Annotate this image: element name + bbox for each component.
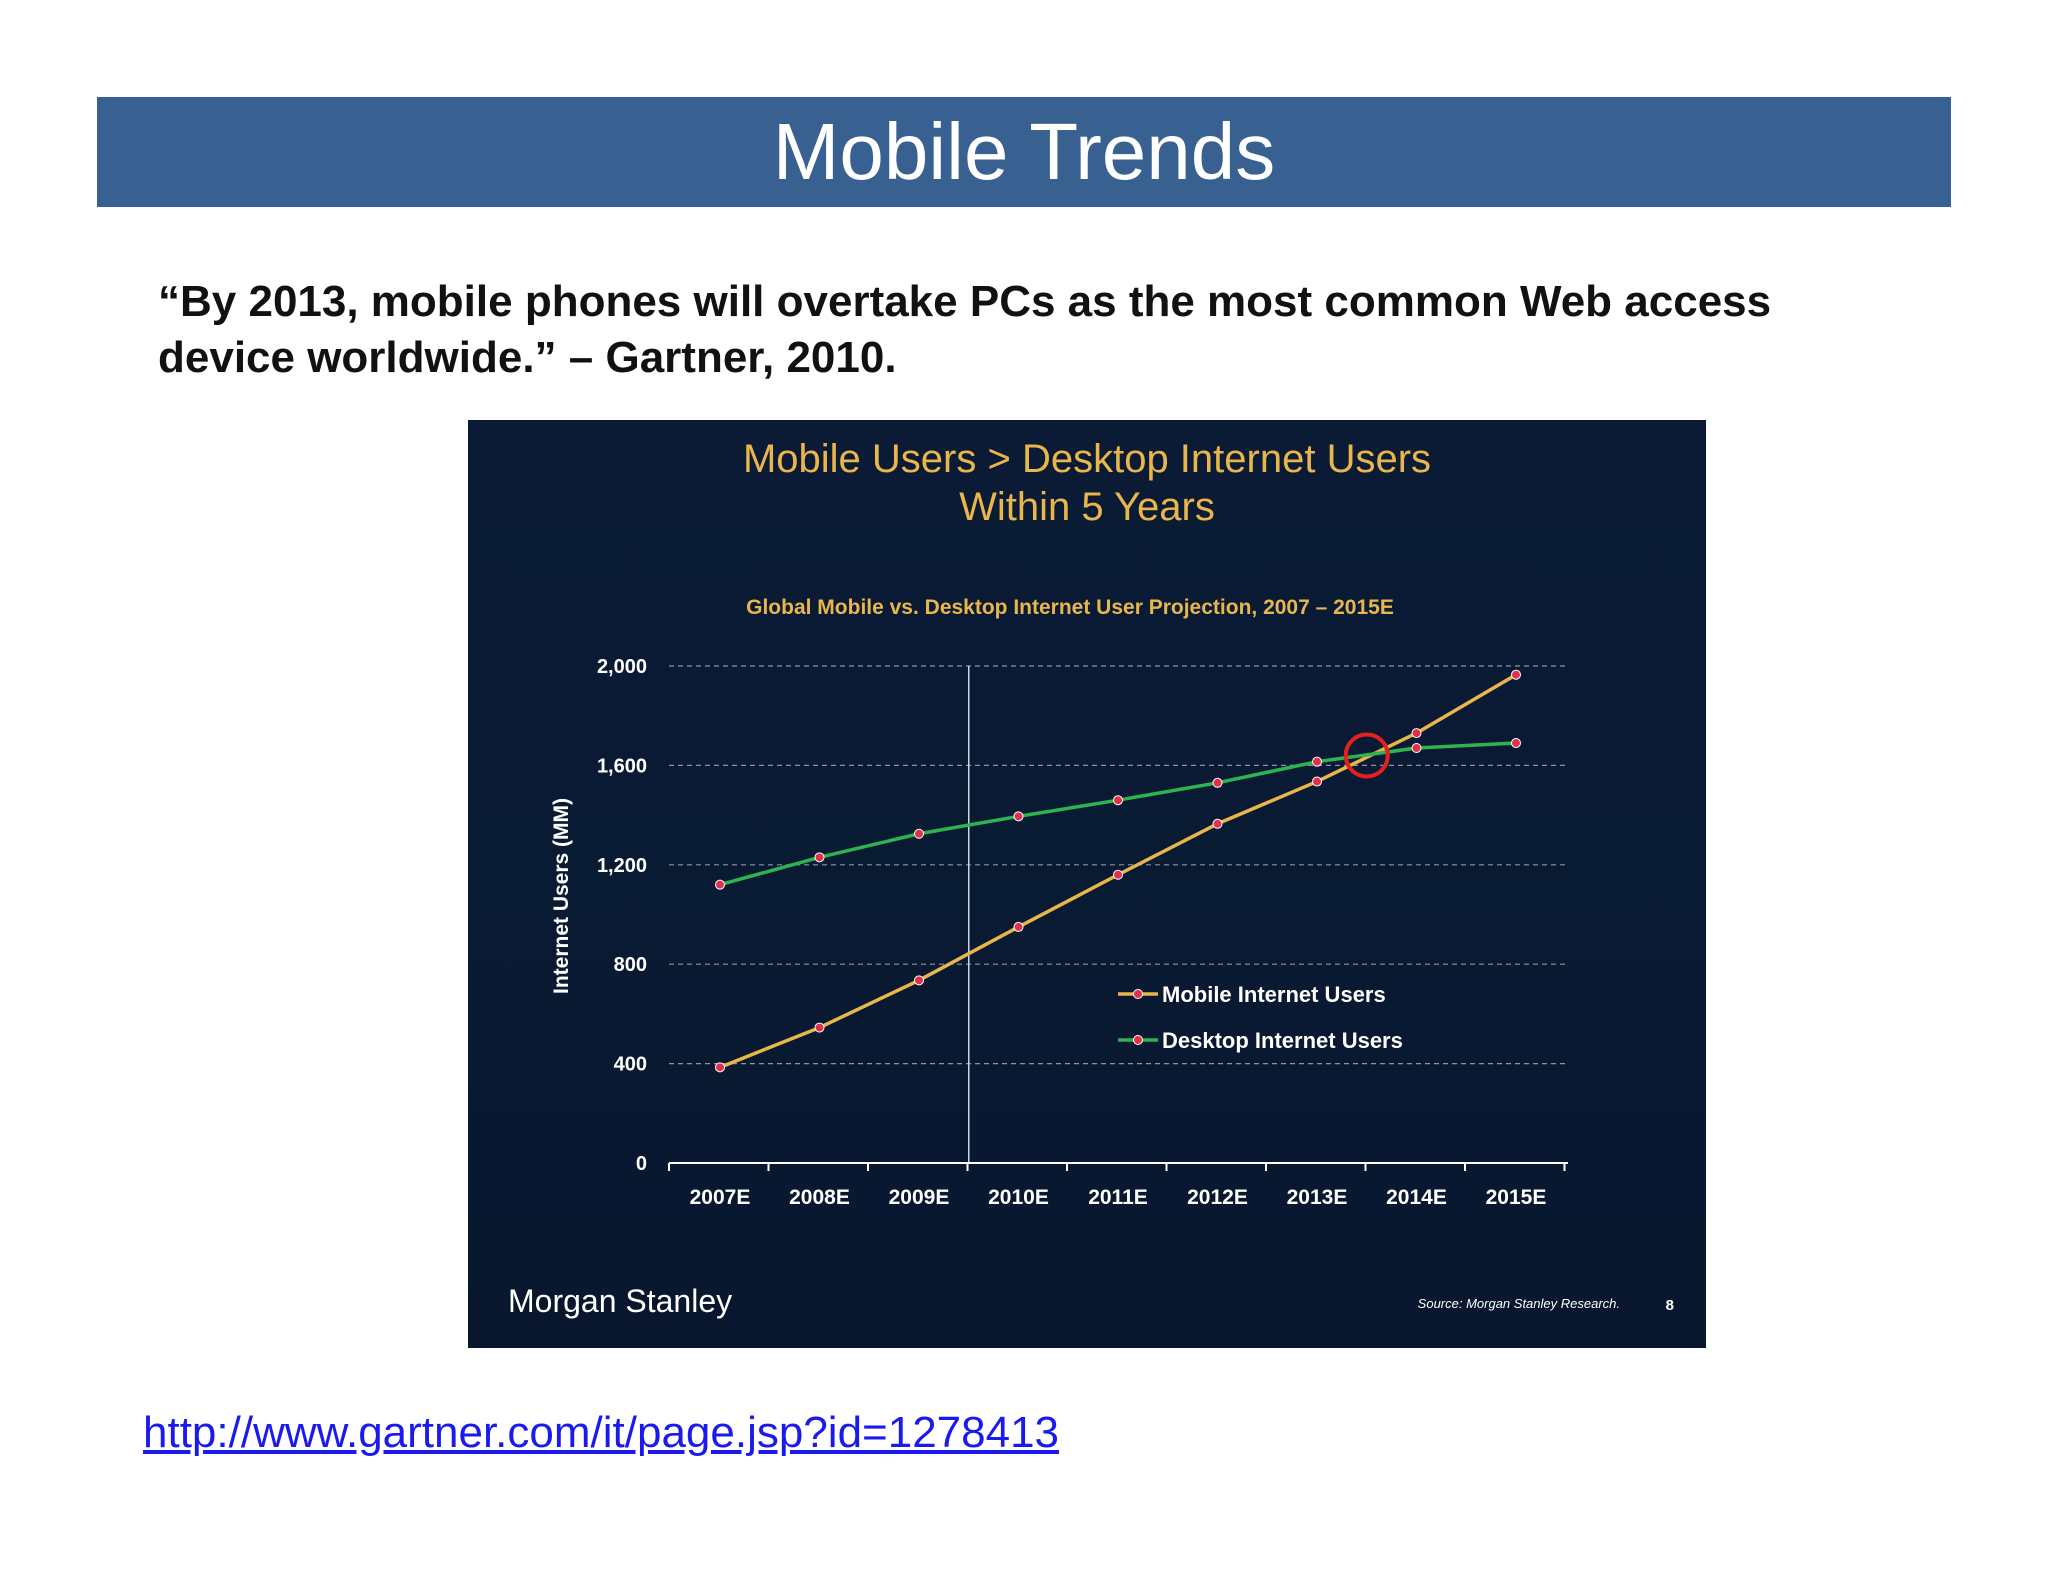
- desktop-users-point: [814, 852, 825, 863]
- gartner-link[interactable]: http://www.gartner.com/it/page.jsp?id=12…: [143, 1408, 1060, 1457]
- y-tick-label: 1,200: [597, 855, 647, 877]
- mobile-users-point: [1113, 869, 1123, 880]
- y-tick-label: 400: [614, 1054, 647, 1076]
- x-tick-label: 2008E: [789, 1186, 850, 1209]
- line-chart: Mobile Users > Desktop Internet Users Wi…: [508, 437, 1674, 1319]
- brand-logo: Morgan Stanley: [508, 1283, 732, 1319]
- mobile-users-point: [814, 1022, 825, 1033]
- y-tick-label: 1,600: [597, 755, 647, 777]
- legend-swatch-marker: [1133, 989, 1143, 999]
- y-tick-label: 2,000: [597, 656, 647, 678]
- mobile-users-point: [1212, 818, 1223, 829]
- desktop-users-point: [1113, 795, 1123, 806]
- legend-swatch-marker: [1133, 1035, 1143, 1045]
- legend-label: Desktop Internet Users: [1162, 1028, 1403, 1053]
- x-tick-label: 2012E: [1187, 1186, 1248, 1209]
- title-bar: Mobile Trends: [97, 97, 1951, 207]
- y-tick-label: 0: [636, 1153, 647, 1175]
- x-tick-label: 2015E: [1486, 1186, 1547, 1209]
- source-note: Source: Morgan Stanley Research.: [1418, 1296, 1620, 1311]
- desktop-users-point: [1212, 777, 1223, 788]
- y-tick-label: 800: [614, 954, 647, 976]
- x-tick-label: 2009E: [889, 1186, 950, 1209]
- x-tick-label: 2014E: [1386, 1186, 1447, 1209]
- x-tick-label: 2011E: [1088, 1186, 1148, 1209]
- desktop-users-line: [719, 741, 1517, 887]
- chart-title: Global Mobile vs. Desktop Internet User …: [746, 596, 1394, 619]
- gartner-quote: “By 2013, mobile phones will overtake PC…: [158, 277, 1772, 382]
- desktop-users-point: [1013, 811, 1024, 822]
- slide-title: Mobile Trends: [772, 107, 1276, 196]
- desktop-users-point: [715, 879, 725, 890]
- desktop-users-point: [914, 828, 924, 839]
- mobile-users-point: [914, 975, 924, 986]
- mobile-users-point: [1013, 921, 1024, 932]
- chart-heading-line2: Within 5 Years: [959, 485, 1215, 529]
- chart-panel: Mobile Users > Desktop Internet Users Wi…: [468, 420, 1706, 1348]
- y-axis-label: Internet Users (MM): [550, 798, 573, 994]
- mobile-users-point: [1411, 728, 1422, 739]
- mobile-users-point: [1511, 669, 1521, 680]
- desktop-users-point: [1312, 756, 1322, 767]
- mobile-users-point: [1312, 776, 1322, 787]
- desktop-users-point: [1511, 738, 1521, 749]
- chart-heading: Mobile Users > Desktop Internet Users: [743, 437, 1431, 481]
- legend-label: Mobile Internet Users: [1162, 982, 1386, 1007]
- x-tick-label: 2013E: [1287, 1186, 1348, 1209]
- crossover-highlight: [1343, 732, 1390, 779]
- x-tick-label: 2007E: [690, 1186, 751, 1209]
- mobile-users-point: [715, 1062, 725, 1073]
- page-number: 8: [1666, 1297, 1674, 1314]
- desktop-users-point: [1411, 743, 1422, 754]
- x-tick-label: 2010E: [988, 1186, 1049, 1209]
